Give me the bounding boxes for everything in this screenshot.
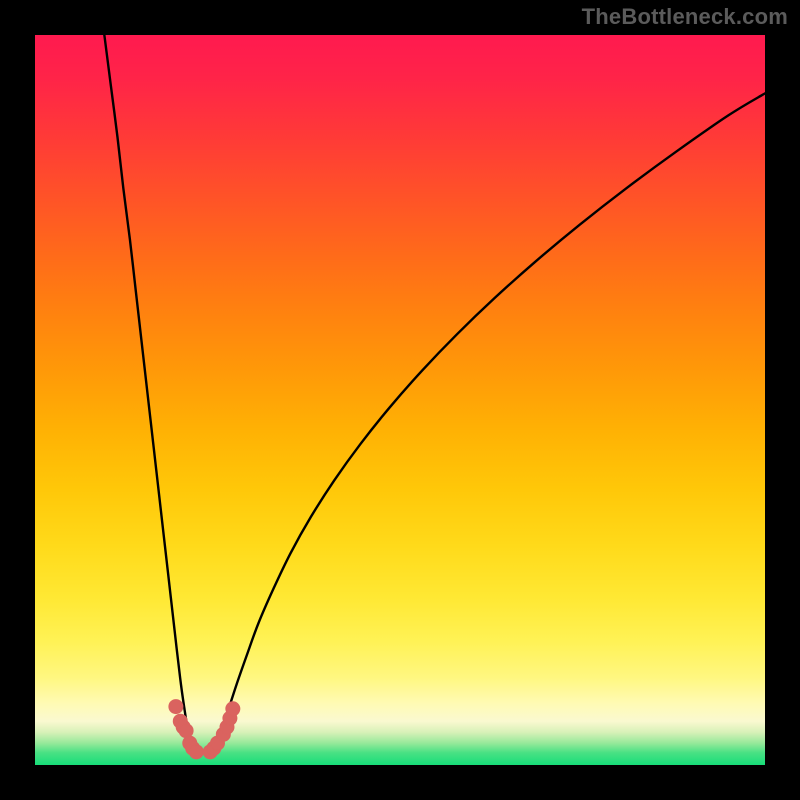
plot-background bbox=[35, 35, 765, 765]
data-marker bbox=[189, 745, 203, 759]
data-marker bbox=[169, 700, 183, 714]
data-marker bbox=[226, 702, 240, 716]
bottleneck-curve-chart bbox=[0, 0, 800, 800]
chart-container: { "canvas": { "width": 800, "height": 80… bbox=[0, 0, 800, 800]
watermark-label: TheBottleneck.com bbox=[582, 4, 788, 30]
data-marker bbox=[179, 724, 193, 738]
